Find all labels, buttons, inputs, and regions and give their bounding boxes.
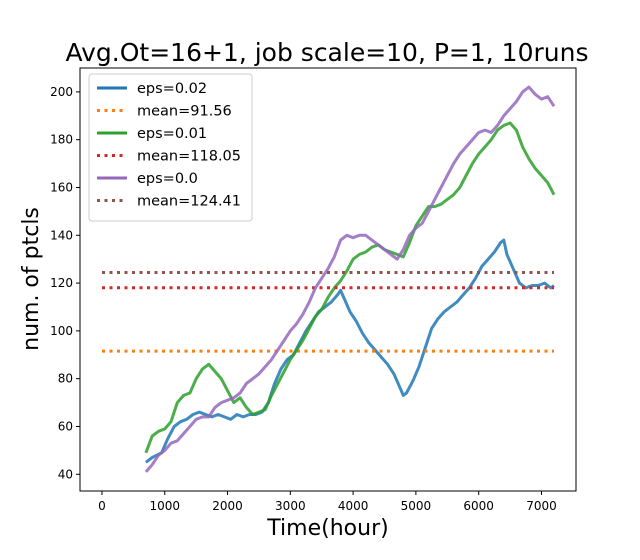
chart-title: Avg.Ot=16+1, job scale=10, P=1, 10runs [66, 38, 589, 67]
y-tick-label: 180 [50, 133, 73, 147]
y-tick-label: 80 [58, 372, 73, 386]
y-tick-label: 120 [50, 276, 73, 290]
y-tick-label: 40 [58, 467, 73, 481]
legend-label-0: eps=0.02 [137, 81, 207, 97]
x-tick-label: 7000 [526, 499, 557, 513]
x-tick-label: 4000 [338, 499, 369, 513]
y-axis: 40 60 80 100 120 140 160 180 200 [50, 85, 80, 481]
y-tick-label: 140 [50, 228, 73, 242]
legend-label-3: mean=118.05 [137, 149, 241, 165]
x-tick-label: 5000 [401, 499, 432, 513]
series-line-4 [144, 85, 556, 473]
legend-box [88, 73, 253, 222]
y-axis-label: num. of ptcls [19, 207, 44, 351]
x-axis-label: Time(hour) [266, 516, 388, 541]
x-tick-label: 3000 [275, 499, 306, 513]
y-tick-label: 100 [50, 324, 73, 338]
legend-label-1: mean=91.56 [137, 104, 232, 120]
y-tick-label: 160 [50, 180, 73, 194]
series-line-2 [144, 121, 556, 454]
x-axis: 0 1000 2000 3000 4000 5000 6000 7000 [98, 491, 557, 513]
legend-label-5: mean=124.41 [137, 194, 241, 210]
y-tick-label: 200 [50, 85, 73, 99]
x-tick-label: 6000 [463, 499, 494, 513]
plot-area [79, 67, 577, 492]
x-tick-label: 1000 [149, 499, 180, 513]
plot-frame [79, 67, 577, 492]
x-tick-label: 2000 [212, 499, 243, 513]
y-tick-label: 60 [58, 419, 73, 433]
x-tick-label: 0 [98, 499, 106, 513]
legend: eps=0.02 mean=91.56 eps=0.01 mean=118.05 eps… [88, 73, 253, 222]
legend-label-2: eps=0.01 [137, 126, 207, 142]
series-line-0 [144, 238, 555, 464]
legend-label-4: eps=0.0 [137, 171, 198, 187]
